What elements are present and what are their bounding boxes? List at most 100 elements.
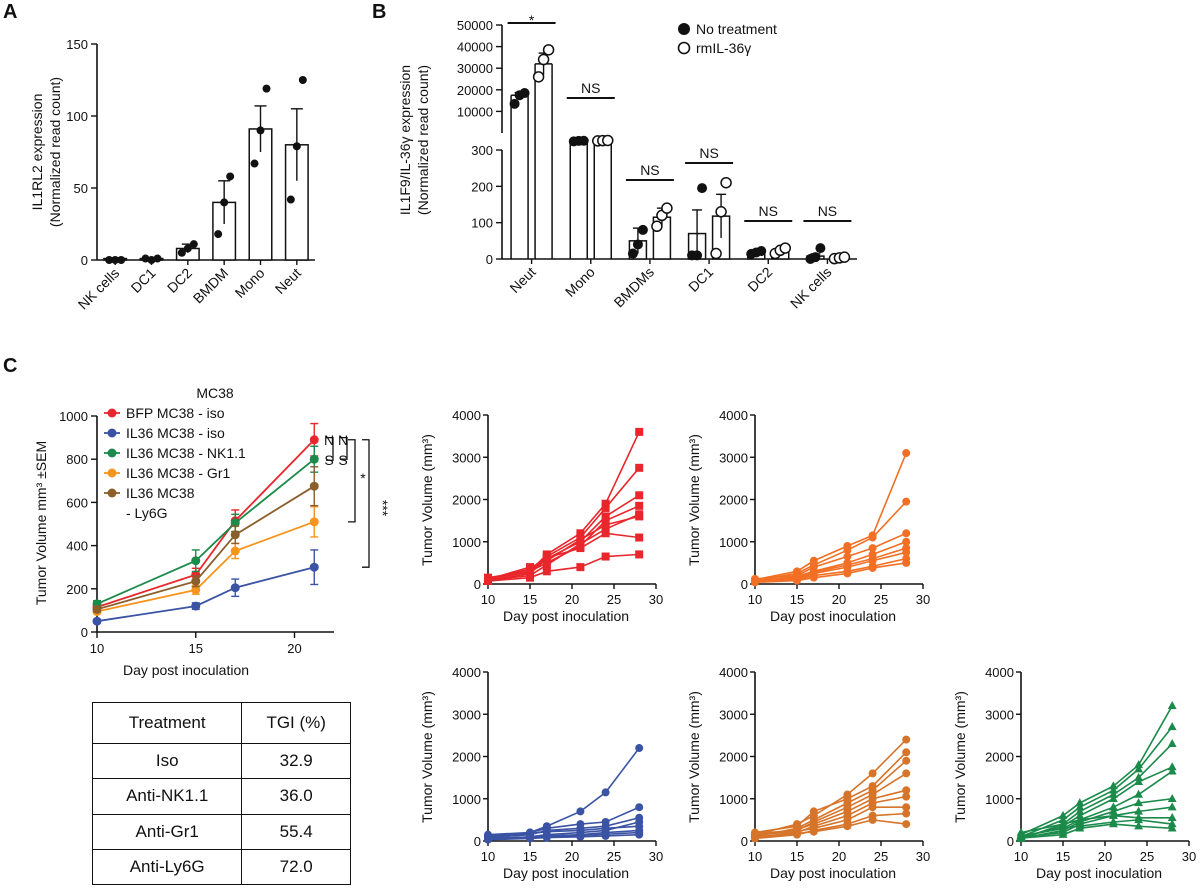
- tumor-curve: [487, 513, 640, 581]
- data-point: [1134, 798, 1143, 807]
- data-point: [1134, 772, 1143, 781]
- y-tick-label: 1000: [59, 409, 88, 424]
- y-tick-label: 2000: [452, 750, 481, 765]
- y-tick-label: 200: [471, 179, 493, 194]
- y-tick-label: 3000: [719, 707, 748, 722]
- y-tick-label: 1000: [452, 792, 481, 807]
- y-tick-label: 4000: [452, 408, 481, 423]
- data-point: [902, 735, 911, 744]
- y-axis-label: Tumor Volume (mm³): [419, 434, 435, 566]
- data-point: [1134, 764, 1143, 773]
- x-tick-label: 20: [1098, 849, 1112, 864]
- data-point: [153, 254, 162, 263]
- significance-label: NS: [759, 203, 778, 219]
- legend-marker: [107, 408, 117, 418]
- table-row: Iso 32.9: [91, 742, 351, 780]
- data-point: [532, 71, 545, 83]
- x-axis-label: Day post inoculation: [503, 608, 629, 624]
- data-point: [576, 563, 585, 572]
- data-point: [902, 558, 911, 567]
- data-point: [697, 183, 708, 194]
- data-point: [141, 254, 150, 263]
- y-axis-label: Tumor Volume mm³ ±SEM: [33, 441, 49, 605]
- table-row: Anti-Ly6G 72.0: [91, 848, 351, 886]
- tumor-curve: [1020, 806, 1173, 838]
- data-point: [635, 463, 644, 472]
- data-point: [526, 563, 534, 572]
- tumor-curve: [754, 541, 907, 583]
- tumor-curve: [487, 829, 640, 840]
- legend-marker: [107, 468, 117, 478]
- tumor-curve: [1020, 766, 1173, 839]
- x-tick-label: Neut: [506, 264, 538, 296]
- data-point: [230, 518, 240, 528]
- data-point: [542, 833, 551, 842]
- data-point: [635, 427, 644, 436]
- y-tick-label: 0: [81, 253, 88, 268]
- data-point: [1075, 815, 1085, 824]
- data-point: [632, 239, 643, 250]
- data-point: [1167, 793, 1177, 802]
- y-tick-label: 50: [74, 181, 88, 196]
- y-tick-label: 300: [471, 143, 493, 158]
- x-axis-label: Day post inoculation: [123, 662, 249, 678]
- x-tick-label: 30: [916, 849, 930, 864]
- data-point: [542, 567, 551, 576]
- data-point: [902, 809, 911, 818]
- tumor-curve: [487, 825, 640, 837]
- data-point: [720, 176, 732, 189]
- data-point: [601, 529, 610, 538]
- data-point: [809, 807, 818, 816]
- data-point: [635, 744, 644, 753]
- legend-marker: [107, 428, 117, 438]
- data-point: [756, 246, 767, 257]
- y-tick-label: 400: [66, 539, 88, 554]
- data-point: [635, 550, 644, 559]
- significance-bracket: [362, 439, 370, 568]
- significance-label: NS: [640, 162, 659, 178]
- tumor-curve: [487, 494, 640, 582]
- tumor-curve: [487, 515, 640, 581]
- data-point: [1109, 785, 1118, 794]
- y-tick-label: 20000: [457, 83, 493, 98]
- data-point: [309, 481, 319, 491]
- x-tick-label: 20: [287, 641, 301, 656]
- x-tick-label: Neut: [272, 265, 304, 297]
- data-point: [635, 512, 644, 521]
- y-tick-label: 30000: [457, 61, 493, 76]
- data-point: [651, 220, 663, 233]
- y-tick-label: 0: [486, 252, 493, 267]
- data-point: [191, 585, 201, 595]
- x-tick-label: DC2: [164, 265, 195, 296]
- significance-label: S: [324, 452, 333, 468]
- x-axis-label: Day post inoculation: [770, 608, 896, 624]
- tumor-curve: [487, 833, 640, 841]
- legend-label-no-treatment: No treatment: [696, 21, 777, 37]
- data-point: [1167, 739, 1177, 748]
- data-point: [576, 535, 585, 544]
- data-point: [793, 576, 801, 585]
- x-tick-label: 15: [790, 849, 804, 864]
- individual-panel: 0 1000 2000 3000 4000 10 15 20 25 30 Day post inoc…: [419, 408, 663, 624]
- data-point: [601, 512, 610, 521]
- data-point: [751, 833, 759, 842]
- y-tick-label: 3000: [452, 450, 481, 465]
- significance-label: *: [529, 12, 535, 28]
- chart-title: MC38: [196, 385, 234, 401]
- data-point: [509, 98, 520, 109]
- data-point: [298, 76, 307, 84]
- x-tick-label: 30: [916, 592, 930, 607]
- tgi-cell-value: 55.4: [241, 813, 351, 850]
- data-point: [542, 44, 555, 56]
- y-tick-label: 0: [1007, 834, 1014, 849]
- y-tick-label: 2000: [719, 750, 748, 765]
- data-point: [262, 84, 271, 93]
- data-point: [542, 560, 551, 569]
- data-point: [576, 807, 585, 816]
- significance-label: NS: [699, 145, 718, 161]
- data-point: [1109, 789, 1118, 798]
- y-tick-label: 3000: [985, 707, 1014, 722]
- y-axis-label: Tumor Volume (mm³): [686, 434, 702, 566]
- x-tick-label: 10: [90, 641, 104, 656]
